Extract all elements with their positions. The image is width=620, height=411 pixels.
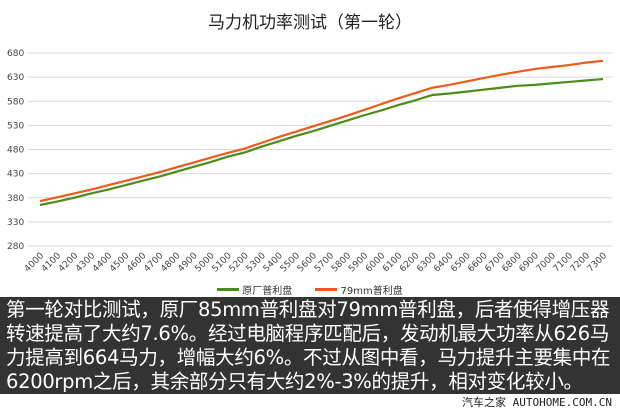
y-tick-label: 380 (7, 194, 24, 204)
legend-item-original: 原厂普利盘 (217, 282, 292, 297)
legend-label: 79mm普利盘 (340, 286, 403, 297)
series-line-0 (39, 77, 604, 207)
y-tick-label: 480 (7, 146, 24, 156)
y-tick-label: 580 (7, 97, 24, 107)
y-tick-label: 680 (7, 49, 24, 59)
series-line-1 (39, 59, 604, 203)
x-tick-label: 7300 (586, 251, 609, 274)
legend: 原厂普利盘 79mm普利盘 (0, 282, 620, 297)
caption-text: 第一轮对比测试，原厂85mm普利盘对79mm普利盘，后者使得增压器转速提高了大约… (0, 297, 620, 394)
y-tick-label: 330 (7, 218, 24, 228)
legend-swatch (315, 288, 338, 291)
y-tick-label: 280 (7, 242, 24, 252)
chart-title: 马力机功率测试（第一轮） (208, 13, 412, 33)
line-chart: 2803303804304805305806306804000410042004… (7, 49, 612, 274)
legend-label: 原厂普利盘 (242, 286, 293, 297)
y-tick-label: 630 (7, 73, 24, 83)
y-tick-label: 530 (7, 121, 24, 131)
watermark: 汽车之家 AUTOHOME.COM.CN (462, 396, 612, 409)
legend-swatch (217, 288, 240, 291)
y-tick-label: 430 (7, 170, 24, 180)
legend-item-79mm: 79mm普利盘 (315, 282, 403, 297)
